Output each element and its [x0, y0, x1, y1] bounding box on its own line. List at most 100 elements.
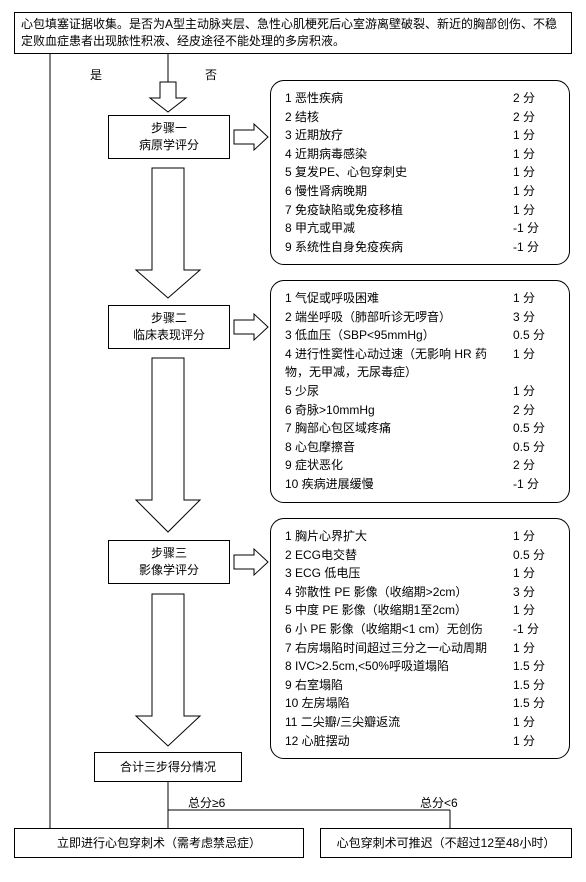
step2-line2: 临床表现评分 — [133, 327, 205, 344]
score-row-points: 0.5 分 — [513, 419, 555, 438]
flowchart-canvas: 心包填塞证据收集。是否为A型主动脉夹层、急性心肌梗死后心室游离壁破裂、新近的胸部… — [0, 0, 586, 882]
score-row: 9 症状恶化 2 分 — [285, 456, 555, 475]
score-row-points: -1 分 — [513, 219, 555, 238]
score-row: 5 中度 PE 影像（收缩期1至2cm） 1 分 — [285, 601, 555, 620]
score-row-text: 9 右室塌陷 — [285, 676, 505, 695]
final-right-box: 心包穿刺术可推迟（不超过12至48小时） — [320, 828, 572, 858]
hollow-right-arrow-3 — [234, 549, 268, 575]
score-row-text: 4 进行性窦性心动过速（无影响 HR 药物，无甲减，无尿毒症） — [285, 345, 505, 382]
score-row: 4 近期病毒感染 1 分 — [285, 145, 555, 164]
score-row-text: 8 IVC>2.5cm,<50%呼吸道塌陷 — [285, 657, 505, 676]
hollow-right-arrow-1 — [234, 124, 268, 150]
score-row-points: 2 分 — [513, 108, 555, 127]
header-question-box: 心包填塞证据收集。是否为A型主动脉夹层、急性心肌梗死后心室游离壁破裂、新近的胸部… — [14, 12, 572, 54]
score-row-text: 6 慢性肾病晚期 — [285, 182, 505, 201]
score-row: 1 胸片心界扩大 1 分 — [285, 527, 555, 546]
score-row-points: 1 分 — [513, 601, 555, 620]
score-row-points: 1 分 — [513, 289, 555, 308]
score-row-points: 1 分 — [513, 713, 555, 732]
score-row: 7 免疫缺陷或免疫移植 1 分 — [285, 201, 555, 220]
hollow-down-arrow-4 — [136, 594, 200, 746]
score-row: 8 心包摩擦音0.5 分 — [285, 438, 555, 457]
score-row-points: -1 分 — [513, 620, 555, 639]
score-row-text: 3 低血压（SBP<95mmHg） — [285, 326, 505, 345]
score-row-points: 2 分 — [513, 401, 555, 420]
score-row: 10 左房塌陷 1.5 分 — [285, 694, 555, 713]
score-row-text: 3 近期放疗 — [285, 126, 505, 145]
score-row-points: 2 分 — [513, 456, 555, 475]
score-row-points: 1 分 — [513, 163, 555, 182]
score-row-text: 11 二尖瓣/三尖瓣返流 — [285, 713, 505, 732]
sum-box-text: 合计三步得分情况 — [120, 759, 216, 776]
score-row-text: 1 恶性疾病 — [285, 89, 505, 108]
score-row-points: 1.5 分 — [513, 694, 555, 713]
score-row-points: 1.5 分 — [513, 676, 555, 695]
score-row-text: 2 结核 — [285, 108, 505, 127]
score-row-text: 9 系统性自身免疫疾病 — [285, 238, 505, 257]
final-left-label: 总分≥6 — [188, 794, 225, 811]
score-row: 6 奇脉>10mmHg 2 分 — [285, 401, 555, 420]
step1-line2: 病原学评分 — [139, 137, 199, 154]
score-row-points: 1 分 — [513, 145, 555, 164]
score-row-text: 7 免疫缺陷或免疫移植 — [285, 201, 505, 220]
score-row: 7 胸部心包区域疼痛 0.5 分 — [285, 419, 555, 438]
panel-step3: 1 胸片心界扩大1 分2 ECG电交替0.5 分3 ECG 低电压1 分4 弥散… — [270, 518, 570, 759]
score-row: 4 进行性窦性心动过速（无影响 HR 药物，无甲减，无尿毒症）1 分 — [285, 345, 555, 382]
step2-line1: 步骤二 — [151, 310, 187, 327]
score-row-text: 5 少尿 — [285, 382, 505, 401]
score-row-text: 9 症状恶化 — [285, 456, 505, 475]
step1-box: 步骤一 病原学评分 — [108, 115, 230, 159]
score-row-points: 1 分 — [513, 527, 555, 546]
score-row-text: 5 复发PE、心包穿刺史 — [285, 163, 505, 182]
score-row-text: 8 甲亢或甲减 — [285, 219, 505, 238]
score-row-text: 10 疾病进展缓慢 — [285, 475, 505, 494]
score-row-text: 8 心包摩擦音 — [285, 438, 505, 457]
score-row-points: 1 分 — [513, 564, 555, 583]
score-row: 9 系统性自身免疫疾病 -1 分 — [285, 238, 555, 257]
hollow-down-arrow-1 — [150, 82, 186, 112]
score-row-points: 1 分 — [513, 732, 555, 751]
score-row-points: 0.5 分 — [513, 546, 555, 565]
score-row-text: 12 心脏摆动 — [285, 732, 505, 751]
score-row-text: 10 左房塌陷 — [285, 694, 505, 713]
score-row: 12 心脏摆动 1 分 — [285, 732, 555, 751]
score-row-text: 2 ECG电交替 — [285, 546, 505, 565]
hollow-down-arrow-3 — [136, 358, 200, 532]
score-row-points: -1 分 — [513, 475, 555, 494]
step3-box: 步骤三 影像学评分 — [108, 540, 230, 584]
score-row-text: 1 胸片心界扩大 — [285, 527, 505, 546]
branch-no-label: 否 — [205, 66, 217, 83]
hollow-down-arrow-2 — [136, 168, 200, 298]
score-row: 11 二尖瓣/三尖瓣返流 1 分 — [285, 713, 555, 732]
score-row-text: 4 弥散性 PE 影像（收缩期>2cm） — [285, 583, 505, 602]
score-row: 2 ECG电交替 0.5 分 — [285, 546, 555, 565]
score-row-points: 3 分 — [513, 583, 555, 602]
final-right-text: 心包穿刺术可推迟（不超过12至48小时） — [337, 835, 556, 852]
score-row-text: 2 端坐呼吸（肺部听诊无啰音） — [285, 308, 505, 327]
score-row-points: 1 分 — [513, 201, 555, 220]
score-row-points: 0.5 分 — [513, 326, 555, 345]
score-row-text: 5 中度 PE 影像（收缩期1至2cm） — [285, 601, 505, 620]
score-row-text: 6 小 PE 影像（收缩期<1 cm）无创伤 — [285, 620, 505, 639]
step1-line1: 步骤一 — [151, 120, 187, 137]
score-row-text: 6 奇脉>10mmHg — [285, 401, 505, 420]
score-row-text: 3 ECG 低电压 — [285, 564, 505, 583]
score-row-points: 1 分 — [513, 126, 555, 145]
score-row-points: 1 分 — [513, 182, 555, 201]
score-row: 1 恶性疾病2 分 — [285, 89, 555, 108]
score-row: 8 甲亢或甲减 -1 分 — [285, 219, 555, 238]
score-row: 10 疾病进展缓慢 -1 分 — [285, 475, 555, 494]
step3-line1: 步骤三 — [151, 545, 187, 562]
score-row-points: 1.5 分 — [513, 657, 555, 676]
score-row-points: 3 分 — [513, 308, 555, 327]
score-row: 5 复发PE、心包穿刺史 1 分 — [285, 163, 555, 182]
score-row: 6 小 PE 影像（收缩期<1 cm）无创伤 -1 分 — [285, 620, 555, 639]
score-row-text: 4 近期病毒感染 — [285, 145, 505, 164]
score-row: 4 弥散性 PE 影像（收缩期>2cm） 3 分 — [285, 583, 555, 602]
final-left-box: 立即进行心包穿刺术（需考虑禁忌症） — [14, 828, 304, 858]
score-row-text: 7 胸部心包区域疼痛 — [285, 419, 505, 438]
score-row: 2 端坐呼吸（肺部听诊无啰音） 3 分 — [285, 308, 555, 327]
score-row: 3 ECG 低电压 1 分 — [285, 564, 555, 583]
score-row-points: 1 分 — [513, 639, 555, 658]
score-row-points: -1 分 — [513, 238, 555, 257]
